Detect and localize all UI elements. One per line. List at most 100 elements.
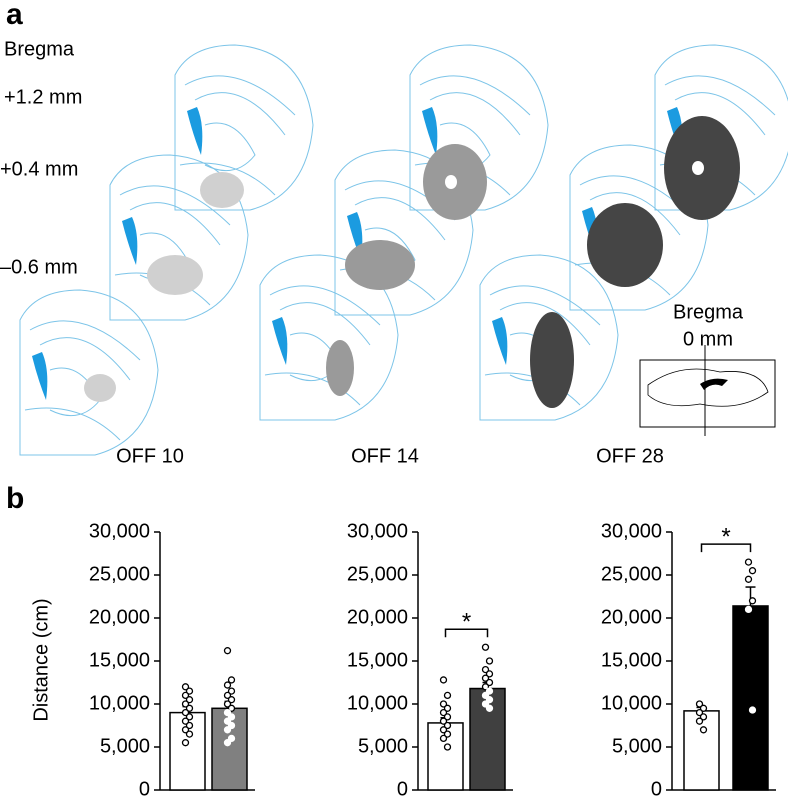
lesion	[345, 240, 415, 290]
y-tick-label: 5,000	[100, 735, 150, 757]
level-label: +1.2 mm	[4, 86, 82, 108]
y-tick-label: 5,000	[612, 735, 662, 757]
ventricle	[122, 217, 138, 265]
y-tick-label: 10,000	[347, 692, 408, 714]
y-tick-label: 15,000	[347, 649, 408, 671]
section-outline	[484, 285, 601, 406]
panel-label: a	[6, 0, 23, 31]
y-tick-label: 25,000	[347, 563, 408, 585]
data-point	[185, 730, 194, 738]
section-outline	[19, 289, 159, 456]
lesion	[84, 374, 116, 402]
data-point	[695, 717, 704, 725]
group-label: OFF 10	[116, 445, 184, 467]
section-outline	[339, 180, 456, 301]
y-tick-label: 20,000	[89, 606, 150, 628]
data-point	[481, 700, 490, 708]
data-point	[223, 708, 232, 717]
data-point	[485, 657, 494, 665]
y-tick-label: 5,000	[358, 735, 408, 757]
data-point	[227, 734, 236, 743]
section-outline	[174, 44, 314, 211]
data-point	[223, 647, 232, 655]
section-outline	[259, 254, 399, 421]
bregma-title: Bregma	[4, 38, 75, 60]
lesion	[147, 255, 203, 295]
data-point	[699, 704, 708, 712]
lesion	[587, 203, 663, 287]
lesion-core	[692, 161, 704, 175]
panel-label: b	[6, 482, 24, 515]
data-point	[748, 706, 757, 714]
y-tick-label: 30,000	[601, 520, 662, 542]
significance-star: *	[462, 609, 471, 636]
ventricle	[422, 107, 438, 155]
lesion	[200, 172, 244, 208]
data-point	[185, 696, 194, 704]
data-point	[443, 743, 452, 751]
ventricle	[272, 317, 288, 365]
data-point	[227, 704, 236, 712]
data-point	[227, 721, 236, 730]
data-point	[439, 700, 448, 708]
section-outline	[114, 185, 231, 306]
brain-sections	[19, 44, 788, 456]
section-outline	[179, 75, 296, 196]
data-point	[485, 678, 494, 687]
y-tick-label: 0	[397, 778, 408, 800]
y-tick-label: 25,000	[601, 563, 662, 585]
data-point	[223, 739, 232, 747]
section-outline	[24, 320, 141, 441]
y-tick-label: 20,000	[347, 606, 408, 628]
y-tick-label: 30,000	[89, 520, 150, 542]
data-point	[443, 713, 452, 721]
data-point	[439, 676, 448, 684]
data-point	[181, 717, 190, 725]
data-point	[744, 558, 753, 566]
bar	[732, 605, 769, 791]
data-point	[485, 696, 494, 704]
level-label: +0.4 mm	[0, 158, 78, 180]
inset-level: 0 mm	[683, 328, 733, 350]
inset-title: Bregma	[673, 301, 744, 323]
data-point	[485, 670, 494, 678]
data-point	[439, 734, 448, 743]
y-tick-label: 15,000	[89, 649, 150, 671]
data-point	[481, 674, 490, 682]
significance-bracket	[444, 628, 489, 638]
data-point	[439, 726, 448, 734]
data-point	[227, 687, 236, 695]
data-point	[481, 643, 490, 651]
data-point	[223, 726, 232, 734]
data-point	[227, 713, 236, 721]
ventricle	[187, 107, 203, 155]
lesion	[326, 340, 354, 396]
group-label: OFF 28	[596, 445, 664, 467]
data-point	[481, 683, 490, 691]
data-point	[227, 676, 236, 684]
data-point	[744, 575, 753, 583]
ventricle	[492, 317, 508, 365]
data-point	[485, 704, 494, 712]
data-point	[439, 717, 448, 725]
data-point	[181, 739, 190, 747]
data-point	[744, 605, 753, 614]
y-tick-label: 30,000	[347, 520, 408, 542]
section-outline	[654, 44, 788, 211]
group-label: OFF 14	[351, 445, 419, 467]
section-outline	[479, 254, 619, 421]
data-point	[481, 665, 490, 674]
data-point	[181, 708, 190, 717]
inset	[639, 345, 776, 436]
data-point	[181, 700, 190, 708]
data-point	[443, 730, 452, 738]
data-point	[223, 717, 232, 725]
y-tick-label: 20,000	[601, 606, 662, 628]
data-point	[699, 726, 708, 734]
section-outline	[574, 175, 691, 296]
lesion	[530, 312, 574, 408]
y-tick-label: 10,000	[601, 692, 662, 714]
significance-star: *	[721, 523, 730, 550]
y-tick-label: 0	[651, 778, 662, 800]
